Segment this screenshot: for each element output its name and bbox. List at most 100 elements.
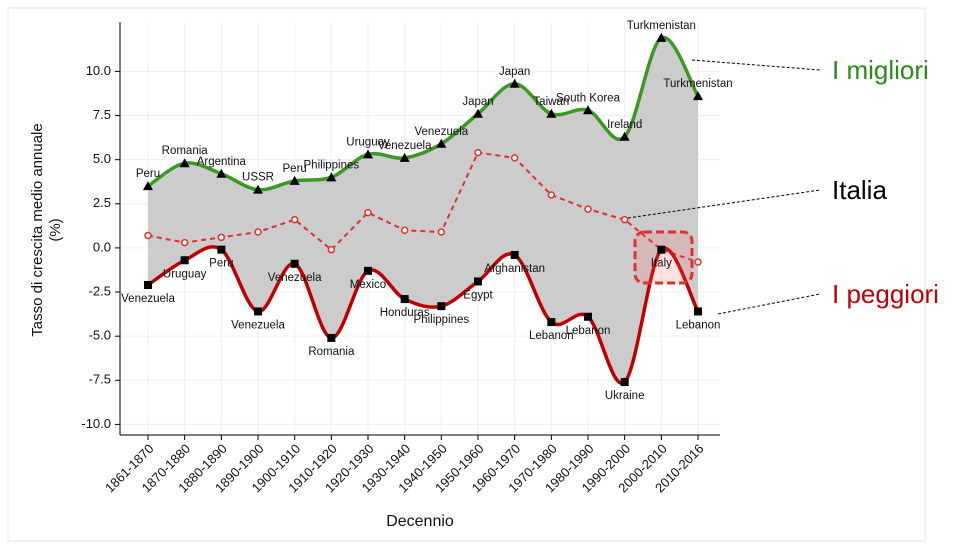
point xyxy=(474,277,482,286)
point xyxy=(657,245,666,254)
point xyxy=(437,302,446,311)
point-label: Japan xyxy=(499,66,530,78)
point-label: Lebanon xyxy=(676,319,721,331)
point xyxy=(694,307,702,316)
point xyxy=(217,245,226,254)
area-layer xyxy=(148,37,698,384)
range-area xyxy=(148,37,698,384)
point-layer: PeruRomaniaArgentinaUSSRPeruPhilippinesU… xyxy=(121,20,732,402)
series-line xyxy=(147,151,699,263)
point xyxy=(363,149,373,159)
point xyxy=(217,233,226,242)
point xyxy=(144,231,152,240)
point xyxy=(400,295,409,304)
point xyxy=(620,378,629,387)
y-tick-label: 5.0 xyxy=(93,151,111,166)
point-label: Venezuela xyxy=(268,272,322,284)
point xyxy=(327,333,336,342)
point xyxy=(620,215,629,224)
point-label: Uruguay xyxy=(163,268,207,280)
point xyxy=(180,238,189,247)
point xyxy=(254,228,262,236)
point xyxy=(253,184,263,194)
point xyxy=(547,191,556,199)
leader-line xyxy=(717,293,821,315)
point-label: Argentina xyxy=(197,156,247,168)
point-label: Japan xyxy=(462,96,493,108)
point xyxy=(290,215,299,224)
point-label: Philippines xyxy=(414,314,470,326)
point xyxy=(254,307,262,316)
y-tick-label: 0.0 xyxy=(93,239,111,254)
x-axis-title: Decennio xyxy=(386,513,454,530)
point xyxy=(473,108,483,118)
point xyxy=(584,205,592,213)
point-label: Honduras xyxy=(380,307,430,319)
point xyxy=(474,148,482,157)
point-label: Lebanon xyxy=(529,330,574,342)
point-label: Italy xyxy=(651,258,672,270)
y-tick-label: -5.0 xyxy=(89,328,111,343)
y-tick-label: -7.5 xyxy=(89,372,111,387)
y-axis-title: Tasso di crescita medio annuale xyxy=(29,123,46,336)
point-label: Peru xyxy=(283,163,307,175)
y-tick-label: 10.0 xyxy=(86,63,111,78)
point xyxy=(436,138,447,148)
point xyxy=(180,256,189,265)
point xyxy=(510,154,519,162)
point xyxy=(509,78,520,88)
point-label: Turkmenistan xyxy=(627,20,696,32)
point xyxy=(619,131,630,141)
point-label: Mexico xyxy=(350,279,386,291)
y-tick-label: 7.5 xyxy=(93,107,111,122)
point-label: Romania xyxy=(308,346,355,358)
point-label: Peru xyxy=(136,168,160,180)
point-label: Egypt xyxy=(463,289,493,301)
point xyxy=(399,152,410,162)
point-label: Romania xyxy=(162,145,209,157)
point xyxy=(437,228,446,236)
point xyxy=(510,250,519,259)
point-label: Taiwan xyxy=(533,96,569,108)
point-label: Ireland xyxy=(607,119,642,131)
highlight-box xyxy=(633,230,694,285)
point xyxy=(584,312,592,321)
y-tick-label: 2.5 xyxy=(93,195,111,210)
point-label: USSR xyxy=(242,172,274,184)
leader-line xyxy=(691,59,821,71)
point-label: Peru xyxy=(209,258,233,270)
point xyxy=(364,266,372,275)
point xyxy=(327,245,336,254)
point xyxy=(290,259,299,268)
point xyxy=(583,105,593,115)
point-label: Venezuela xyxy=(231,319,285,331)
y-tick-label: -2.5 xyxy=(89,283,111,298)
point-label: Uruguay xyxy=(346,136,390,148)
point xyxy=(547,318,556,327)
point-label: Ukraine xyxy=(605,390,645,402)
frame xyxy=(7,7,926,542)
point xyxy=(693,91,703,101)
point xyxy=(364,208,372,217)
point xyxy=(143,181,153,191)
annotation: Italia xyxy=(832,175,887,205)
point-label: Afghanistan xyxy=(484,263,545,275)
point xyxy=(694,258,702,266)
point xyxy=(400,226,409,235)
point xyxy=(179,158,190,168)
point xyxy=(326,172,337,182)
point-label: Venezuela xyxy=(121,293,175,305)
point xyxy=(546,108,557,118)
point xyxy=(656,32,667,42)
point-label: South Korea xyxy=(556,92,621,104)
annotation: I peggiori xyxy=(832,279,939,309)
point-label: Venezuela xyxy=(378,140,432,152)
annotation: I migliori xyxy=(832,55,929,85)
point xyxy=(289,175,300,185)
point-label: Turkmenistan xyxy=(663,78,732,90)
y-tick-label: -10.0 xyxy=(81,416,111,431)
leader-line xyxy=(627,189,821,219)
point xyxy=(144,280,152,289)
point-label: Lebanon xyxy=(566,325,611,337)
